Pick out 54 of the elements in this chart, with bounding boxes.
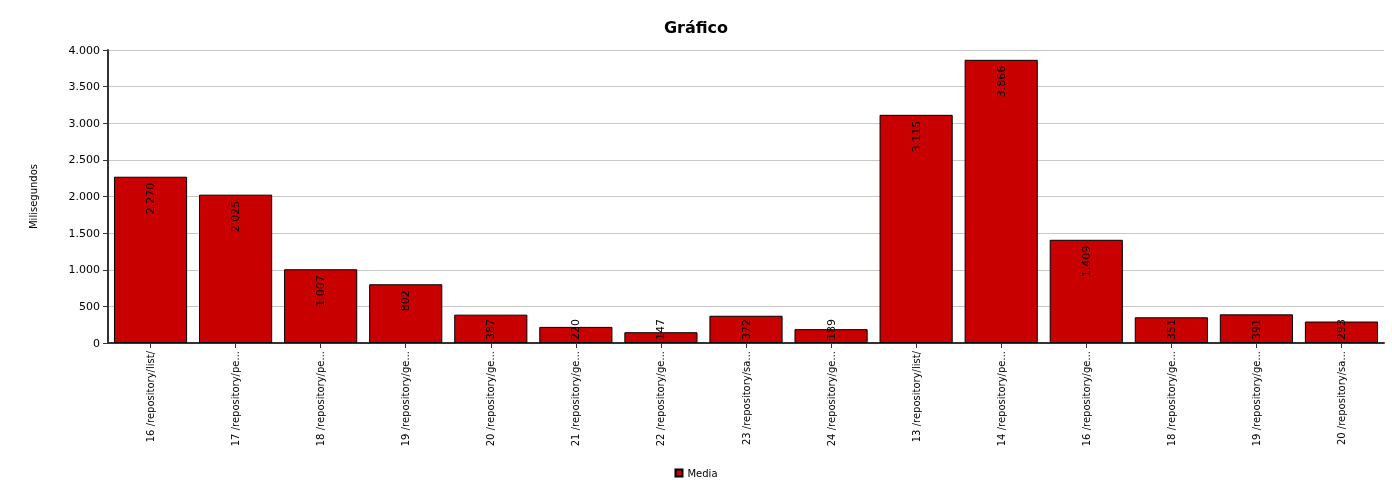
bar — [879, 114, 953, 343]
chart-title: Gráfico — [663, 17, 729, 37]
y-tick-label: 1.000 — [68, 263, 100, 277]
x-tick-label: 18 /repository/ge... — [1165, 351, 1177, 447]
x-tick-label: 24 /repository/ge... — [825, 351, 837, 447]
data-label: 391 — [1249, 319, 1263, 340]
y-tick-label: 4.000 — [68, 43, 100, 57]
y-tick-label: 1.500 — [68, 226, 100, 240]
x-tick-label: 20 /repository/ge... — [485, 351, 497, 447]
data-label: 1.409 — [1079, 245, 1093, 278]
bar — [1219, 314, 1293, 343]
bar — [369, 284, 443, 343]
y-tick-label: 3.000 — [68, 116, 100, 130]
x-tick-label: 21 /repository/ge... — [570, 351, 582, 447]
bar — [1304, 321, 1379, 343]
data-label: 220 — [569, 319, 583, 340]
bar — [284, 269, 358, 343]
x-tick-label: 22 /repository/ge... — [655, 351, 667, 447]
data-label: 2.270 — [144, 182, 158, 215]
bar — [199, 194, 273, 343]
y-tick-label: 3.500 — [68, 80, 100, 94]
data-label: 147 — [654, 319, 668, 340]
y-axis-title: Milisegundos — [27, 163, 39, 230]
data-label: 372 — [739, 319, 753, 340]
data-label: 189 — [824, 319, 838, 340]
data-label: 3.866 — [994, 65, 1008, 98]
x-tick-label: 16 /repository/list/ — [145, 350, 157, 443]
bar — [1049, 239, 1123, 343]
x-tick-label: 14 /repository/pe... — [995, 351, 1007, 447]
x-tick-label: 17 /repository/pe... — [230, 351, 242, 447]
x-tick-label: 16 /repository/ge... — [1080, 351, 1092, 447]
data-label: 351 — [1164, 319, 1178, 340]
data-label: 387 — [484, 319, 498, 340]
legend-label: Media — [687, 467, 718, 479]
data-label: 802 — [399, 290, 413, 312]
bar — [1134, 317, 1208, 343]
x-tick-label: 23 /repository/sa... — [740, 351, 752, 446]
x-tick-label: 19 /repository/ge... — [1250, 351, 1262, 447]
x-tick-label: 19 /repository/ge... — [400, 351, 412, 447]
x-tick-label: 13 /repository/list/ — [910, 350, 922, 443]
y-tick-label: 500 — [79, 299, 100, 313]
bar — [709, 315, 783, 343]
data-label: 293 — [1334, 319, 1348, 340]
data-label: 1.007 — [314, 275, 328, 307]
data-label: 2.025 — [229, 200, 243, 233]
y-tick-label: 0 — [93, 336, 100, 350]
y-tick-label: 2.000 — [68, 190, 100, 203]
x-tick-label: 18 /repository/pe... — [315, 351, 327, 447]
bar — [113, 176, 188, 343]
bar — [454, 314, 528, 343]
y-tick-label: 2.500 — [68, 153, 100, 167]
bar — [964, 59, 1038, 343]
data-label: 3.115 — [909, 120, 923, 153]
x-tick-label: 20 /repository/sa... — [1335, 351, 1347, 446]
